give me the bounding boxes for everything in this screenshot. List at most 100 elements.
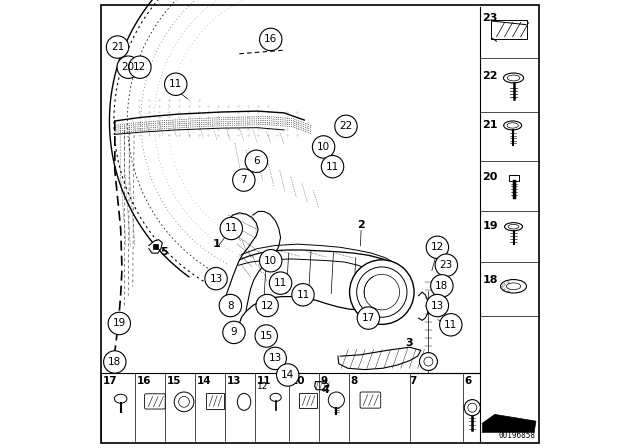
Text: 11: 11: [225, 224, 238, 233]
Text: 19: 19: [113, 319, 126, 328]
Circle shape: [419, 353, 437, 370]
Polygon shape: [149, 240, 163, 253]
Circle shape: [276, 364, 299, 386]
Circle shape: [219, 294, 241, 317]
Circle shape: [104, 351, 126, 373]
Polygon shape: [482, 414, 536, 432]
Text: 13: 13: [431, 301, 444, 310]
Text: 7: 7: [241, 175, 247, 185]
Text: 21: 21: [111, 42, 124, 52]
Circle shape: [356, 267, 407, 317]
FancyBboxPatch shape: [206, 393, 224, 409]
Text: 6: 6: [464, 376, 472, 386]
FancyBboxPatch shape: [299, 393, 317, 408]
Circle shape: [431, 275, 453, 297]
Text: 12: 12: [133, 62, 147, 72]
Text: 10: 10: [291, 376, 305, 386]
Circle shape: [220, 217, 243, 240]
Text: 11: 11: [257, 376, 272, 386]
FancyBboxPatch shape: [145, 394, 165, 409]
Circle shape: [129, 56, 151, 78]
Ellipse shape: [504, 73, 524, 83]
Text: 13: 13: [269, 353, 282, 363]
Text: 2: 2: [357, 220, 365, 230]
Circle shape: [426, 294, 449, 317]
Bar: [509, 175, 519, 181]
Circle shape: [292, 284, 314, 306]
FancyBboxPatch shape: [491, 20, 527, 39]
Text: 13: 13: [209, 274, 223, 284]
Text: 14: 14: [281, 370, 294, 380]
Text: 18: 18: [483, 275, 498, 284]
Circle shape: [256, 294, 278, 317]
Text: 17: 17: [103, 376, 118, 386]
Circle shape: [335, 115, 357, 138]
Circle shape: [260, 28, 282, 51]
Polygon shape: [428, 298, 437, 310]
Text: 11: 11: [274, 278, 287, 288]
Text: 18: 18: [108, 357, 122, 367]
Circle shape: [328, 392, 344, 408]
Circle shape: [264, 347, 287, 370]
Ellipse shape: [508, 224, 519, 229]
Text: 12: 12: [431, 242, 444, 252]
Ellipse shape: [506, 283, 521, 290]
Text: 17: 17: [362, 313, 375, 323]
Text: 16: 16: [137, 376, 152, 386]
Text: 19: 19: [483, 221, 499, 231]
Circle shape: [464, 400, 481, 416]
FancyBboxPatch shape: [360, 392, 381, 408]
Text: 10: 10: [317, 142, 330, 152]
Text: 11: 11: [296, 290, 310, 300]
Text: 11: 11: [169, 79, 182, 89]
Text: 8: 8: [227, 301, 234, 310]
Text: 16: 16: [264, 34, 277, 44]
Text: 15: 15: [167, 376, 182, 386]
Text: 13: 13: [227, 376, 242, 386]
Text: 21: 21: [483, 121, 498, 130]
Text: 12: 12: [257, 382, 269, 391]
Circle shape: [349, 260, 414, 324]
Text: 20: 20: [122, 62, 135, 72]
Text: 18: 18: [435, 281, 449, 291]
Circle shape: [233, 169, 255, 191]
Ellipse shape: [500, 280, 527, 293]
Text: 23: 23: [483, 13, 498, 23]
Circle shape: [364, 274, 399, 310]
Circle shape: [117, 56, 140, 78]
Text: 22: 22: [483, 71, 498, 81]
Text: 20: 20: [483, 172, 498, 182]
Text: 5: 5: [160, 247, 168, 257]
Text: 12: 12: [260, 301, 274, 310]
Circle shape: [321, 155, 344, 178]
Ellipse shape: [115, 394, 127, 403]
Circle shape: [468, 403, 477, 412]
Circle shape: [179, 396, 189, 407]
Text: 15: 15: [260, 331, 273, 341]
Text: 8: 8: [351, 376, 358, 386]
Ellipse shape: [508, 75, 520, 81]
Ellipse shape: [504, 121, 522, 130]
Circle shape: [426, 236, 449, 258]
Ellipse shape: [507, 123, 518, 128]
Circle shape: [312, 136, 335, 158]
Text: 4: 4: [321, 385, 330, 395]
Text: 11: 11: [326, 162, 339, 172]
Circle shape: [174, 392, 194, 412]
Circle shape: [424, 357, 433, 366]
Ellipse shape: [270, 393, 281, 401]
Text: 00196858: 00196858: [498, 431, 535, 440]
Bar: [154, 244, 158, 249]
Circle shape: [269, 272, 292, 294]
Circle shape: [205, 267, 227, 290]
Ellipse shape: [237, 393, 251, 410]
Text: 6: 6: [253, 156, 260, 166]
Circle shape: [223, 321, 245, 344]
Circle shape: [245, 150, 268, 172]
Text: 22: 22: [339, 121, 353, 131]
Circle shape: [164, 73, 187, 95]
Text: 14: 14: [197, 376, 212, 386]
Ellipse shape: [504, 223, 522, 231]
Text: 23: 23: [440, 260, 453, 270]
Circle shape: [260, 250, 282, 272]
